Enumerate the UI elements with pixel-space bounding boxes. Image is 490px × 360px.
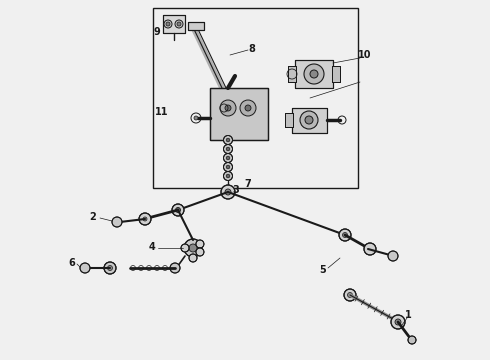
Circle shape bbox=[172, 204, 184, 216]
Circle shape bbox=[226, 174, 230, 178]
Circle shape bbox=[310, 70, 318, 78]
Bar bbox=[332, 66, 340, 82]
Circle shape bbox=[225, 105, 231, 111]
Circle shape bbox=[344, 289, 356, 301]
Bar bbox=[288, 66, 296, 82]
Circle shape bbox=[112, 217, 122, 227]
Circle shape bbox=[107, 266, 113, 270]
Circle shape bbox=[223, 162, 232, 171]
Circle shape bbox=[175, 20, 183, 28]
Text: 10: 10 bbox=[358, 50, 372, 60]
Circle shape bbox=[300, 111, 318, 129]
Circle shape bbox=[189, 254, 197, 262]
Circle shape bbox=[223, 153, 232, 162]
Bar bbox=[163, 15, 185, 33]
Text: 6: 6 bbox=[69, 258, 75, 268]
Circle shape bbox=[181, 244, 189, 252]
Circle shape bbox=[223, 144, 232, 153]
Bar bbox=[295, 60, 333, 88]
Circle shape bbox=[343, 233, 347, 238]
Circle shape bbox=[166, 22, 170, 26]
Circle shape bbox=[196, 240, 204, 248]
Bar bbox=[288, 66, 296, 82]
Bar bbox=[163, 15, 185, 33]
Text: 5: 5 bbox=[319, 265, 326, 275]
Circle shape bbox=[226, 165, 230, 169]
Bar bbox=[210, 88, 268, 140]
Circle shape bbox=[139, 213, 151, 225]
Circle shape bbox=[196, 248, 204, 256]
Bar bbox=[210, 88, 268, 140]
Circle shape bbox=[226, 138, 230, 142]
Text: 8: 8 bbox=[248, 44, 255, 54]
Circle shape bbox=[221, 185, 235, 199]
Text: 4: 4 bbox=[148, 242, 155, 252]
Circle shape bbox=[177, 22, 181, 26]
Circle shape bbox=[104, 262, 116, 274]
Bar bbox=[332, 66, 340, 82]
Circle shape bbox=[305, 116, 313, 124]
Circle shape bbox=[347, 292, 352, 297]
Circle shape bbox=[164, 20, 172, 28]
Bar bbox=[285, 113, 293, 127]
Circle shape bbox=[143, 217, 147, 221]
Circle shape bbox=[408, 336, 416, 344]
Circle shape bbox=[245, 105, 251, 111]
Circle shape bbox=[395, 319, 401, 325]
Text: 2: 2 bbox=[90, 212, 97, 222]
Bar bbox=[292, 108, 327, 133]
Bar bbox=[188, 22, 204, 30]
Circle shape bbox=[170, 263, 180, 273]
Bar bbox=[292, 108, 327, 133]
Circle shape bbox=[189, 244, 197, 252]
Bar bbox=[153, 8, 358, 188]
Circle shape bbox=[364, 243, 376, 255]
Circle shape bbox=[184, 239, 202, 257]
Bar bbox=[188, 22, 204, 30]
Circle shape bbox=[226, 147, 230, 151]
Circle shape bbox=[391, 315, 405, 329]
Text: 7: 7 bbox=[245, 179, 251, 189]
Circle shape bbox=[226, 156, 230, 160]
Circle shape bbox=[220, 100, 236, 116]
Bar bbox=[295, 60, 333, 88]
Circle shape bbox=[304, 64, 324, 84]
Text: 1: 1 bbox=[405, 310, 412, 320]
Text: 3: 3 bbox=[233, 185, 240, 195]
Circle shape bbox=[80, 263, 90, 273]
Text: 11: 11 bbox=[155, 107, 169, 117]
Circle shape bbox=[194, 116, 198, 120]
Circle shape bbox=[240, 100, 256, 116]
Circle shape bbox=[223, 135, 232, 144]
Circle shape bbox=[175, 207, 180, 212]
Circle shape bbox=[339, 229, 351, 241]
Bar bbox=[285, 113, 293, 127]
Circle shape bbox=[223, 171, 232, 180]
Circle shape bbox=[225, 189, 231, 195]
Circle shape bbox=[388, 251, 398, 261]
Text: 9: 9 bbox=[154, 27, 160, 37]
